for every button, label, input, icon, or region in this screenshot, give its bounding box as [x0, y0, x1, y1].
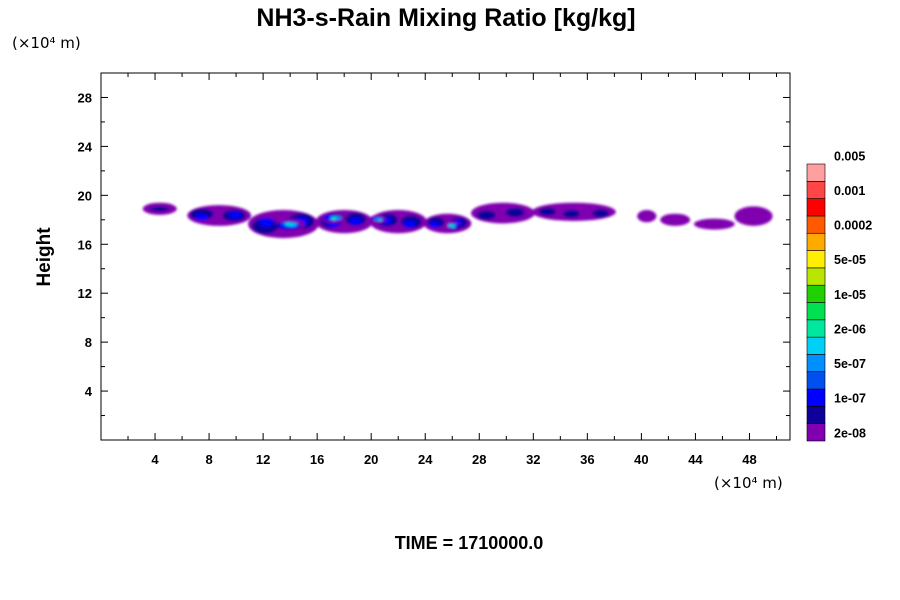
y-tick-label: 28: [78, 90, 92, 105]
colorbar-swatch: [806, 388, 826, 407]
field-core: [285, 222, 291, 226]
field-region: [734, 206, 773, 226]
colorbar-swatch: [806, 354, 826, 373]
x-tick-label: 40: [634, 452, 648, 467]
colorbar-swatch: [806, 423, 826, 442]
time-label: TIME = 1710000.0: [395, 533, 544, 553]
field-core: [349, 217, 362, 226]
field-region: [637, 210, 657, 223]
colorbar-swatch: [806, 406, 826, 424]
y-unit-label: (×10⁴ m): [12, 34, 81, 52]
colorbar-label: 0.0002: [834, 219, 872, 233]
colorbar-swatch: [806, 198, 826, 217]
field-core: [562, 209, 580, 218]
x-tick-label: 12: [256, 452, 270, 467]
colorbar-label: 2e-06: [834, 322, 866, 336]
x-tick-label: 44: [688, 452, 703, 467]
colorbar-label: 1e-05: [834, 288, 866, 302]
y-tick-label: 20: [78, 188, 92, 203]
field-core: [150, 206, 170, 212]
field-core: [451, 225, 456, 228]
y-tick-label: 12: [78, 286, 92, 301]
field-core: [194, 214, 209, 221]
field-core: [378, 218, 383, 222]
field-core: [592, 209, 609, 218]
chart-title: NH3-s-Rain Mixing Ratio [kg/kg]: [256, 4, 635, 32]
colorbar-swatch: [806, 284, 826, 303]
field-region: [660, 213, 691, 226]
x-tick-label: 36: [580, 452, 594, 467]
colorbar-label: 0.005: [834, 149, 865, 163]
y-tick-label: 4: [85, 384, 93, 399]
field-core: [505, 207, 525, 218]
field-core: [403, 220, 416, 228]
colorbar-swatch: [806, 250, 826, 269]
plot-frame: [100, 72, 791, 441]
colorbar-label: 5e-05: [834, 253, 866, 267]
field-core: [373, 218, 380, 221]
x-tick-label: 48: [742, 452, 756, 467]
colorbar-swatch: [806, 336, 826, 355]
x-unit-label: (×10⁴ m): [714, 474, 783, 492]
field-core: [429, 221, 440, 228]
field-core: [476, 210, 496, 220]
colorbar-swatch: [806, 371, 826, 390]
colorbar-swatch: [806, 267, 826, 286]
x-tick-label: 24: [418, 452, 433, 467]
colorbar-swatch: [806, 232, 826, 251]
field-core: [259, 217, 274, 227]
x-tick-label: 16: [310, 452, 324, 467]
field-core: [538, 207, 556, 216]
colorbar-swatch: [806, 302, 826, 321]
colorbar-label: 2e-08: [834, 426, 866, 440]
colorbar-label: 1e-07: [834, 392, 866, 406]
field-core: [331, 217, 336, 220]
x-tick-label: 32: [526, 452, 540, 467]
x-tick-label: 20: [364, 452, 378, 467]
y-tick-label: 16: [78, 237, 92, 252]
y-tick-label: 24: [78, 139, 93, 154]
field-core: [228, 211, 242, 219]
colorbar-label: 5e-07: [834, 357, 866, 371]
data-field: [142, 202, 773, 239]
x-tick-label: 28: [472, 452, 486, 467]
field-region: [693, 218, 735, 230]
colorbar-label: 0.001: [834, 184, 865, 198]
y-tick-label: 8: [85, 335, 92, 350]
x-tick-label: 8: [205, 452, 212, 467]
colorbar-swatch: [806, 163, 826, 182]
colorbar-swatch: [806, 215, 826, 234]
colorbar: 2e-08 1e-07 5e-07 2e-06 1e-05 5e-05 0.0002 0.00…: [806, 149, 872, 442]
colorbar-swatch: [806, 181, 826, 199]
x-tick-label: 4: [151, 452, 159, 467]
y-axis-label: Height: [34, 227, 55, 287]
colorbar-swatch: [806, 319, 826, 338]
